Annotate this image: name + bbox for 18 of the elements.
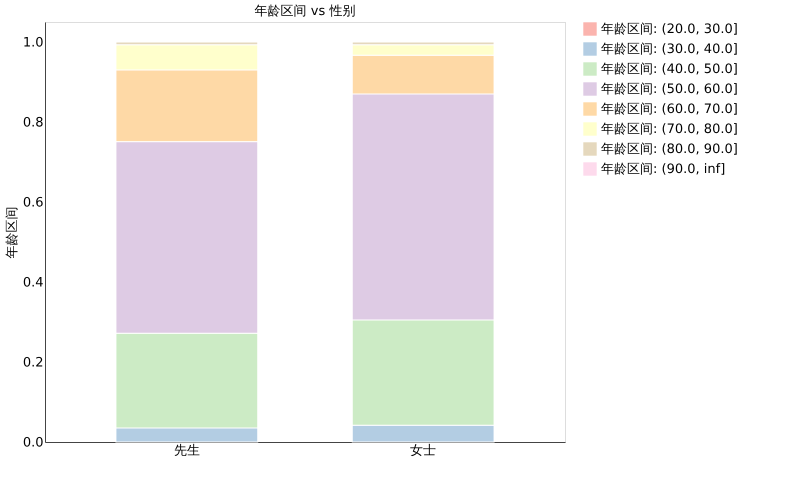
legend-label: 年龄区间: (40.0, 50.0] xyxy=(601,62,738,77)
y-tick-label: 1.0 xyxy=(22,36,44,50)
x-tick-label: 女士 xyxy=(410,444,436,458)
legend-label: 年龄区间: (50.0, 60.0] xyxy=(601,82,738,97)
legend-label: 年龄区间: (90.0, inf] xyxy=(601,162,726,177)
legend-label: 年龄区间: (80.0, 90.0] xyxy=(601,142,738,157)
chart-title: 年龄区间 vs 性别 xyxy=(254,4,356,19)
legend-label: 年龄区间: (20.0, 30.0] xyxy=(601,22,738,37)
y-tick-label: 0.2 xyxy=(22,356,44,370)
y-tick-label: 0.6 xyxy=(22,196,44,210)
legend-label: 年龄区间: (70.0, 80.0] xyxy=(601,122,738,137)
legend-label: 年龄区间: (30.0, 40.0] xyxy=(601,42,738,57)
y-tick-label: 0.0 xyxy=(22,436,44,450)
x-tick-label: 先生 xyxy=(174,444,200,458)
legend-label: 年龄区间: (60.0, 70.0] xyxy=(601,102,738,117)
y-tick-label: 0.4 xyxy=(22,276,44,290)
y-tick-label: 0.8 xyxy=(22,116,44,130)
y-axis-title: 年龄区间 xyxy=(4,206,20,258)
